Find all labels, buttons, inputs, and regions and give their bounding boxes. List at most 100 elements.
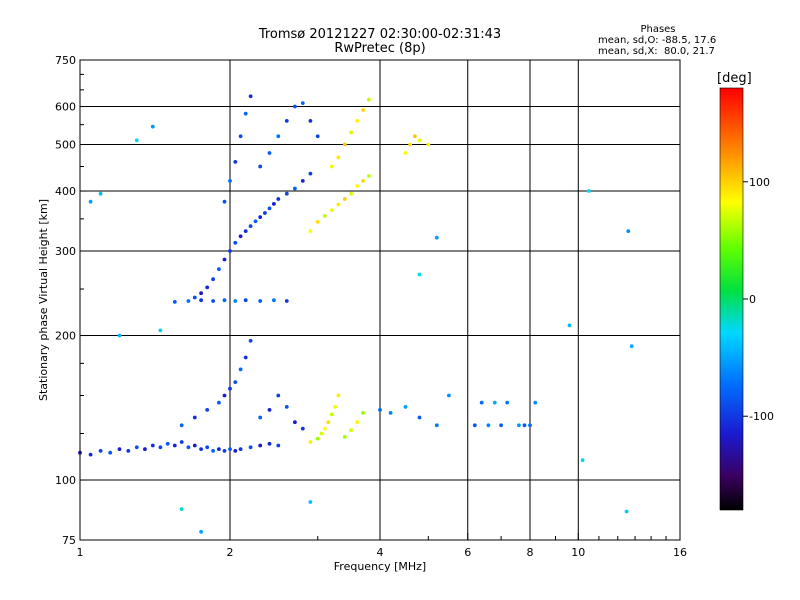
chart-subtitle: RwPretec (8p): [334, 41, 426, 56]
data-point: [158, 445, 163, 450]
data-point: [528, 423, 532, 428]
data-point: [342, 435, 347, 439]
y-tick-label: 100: [55, 474, 76, 487]
data-point: [434, 423, 439, 428]
data-point: [329, 208, 334, 213]
data-point: [472, 423, 477, 428]
data-point: [192, 295, 197, 300]
data-point: [233, 449, 238, 453]
data-point: [88, 452, 93, 457]
data-point: [417, 415, 422, 420]
data-point: [361, 179, 365, 183]
data-point: [522, 423, 527, 428]
data-point: [388, 411, 393, 415]
data-point: [199, 447, 204, 451]
data-point: [222, 199, 227, 204]
x-tick-label: 4: [377, 546, 384, 559]
data-point: [211, 299, 216, 303]
data-point: [349, 428, 353, 433]
colorbar: [deg] 100 0 -100: [717, 71, 774, 511]
data-point: [342, 197, 347, 201]
y-tick-label: 750: [55, 54, 76, 67]
data-point: [222, 257, 227, 262]
data-point: [326, 420, 331, 425]
data-point: [284, 191, 289, 196]
x-tick-label: 16: [673, 546, 687, 559]
data-point: [243, 229, 248, 234]
axes: 1 2 4 6 8 10 16 75 100 200 300 400 500 600 750: [55, 54, 687, 559]
data-point: [626, 229, 631, 234]
y-tick-label: 500: [55, 139, 76, 152]
data-point: [199, 529, 204, 534]
data-point: [276, 443, 281, 448]
data-point: [211, 449, 216, 453]
data-point: [248, 338, 253, 343]
data-point: [329, 164, 334, 169]
data-point: [199, 298, 204, 303]
y-axis-label: Stationary phase Virtual Height [km]: [37, 199, 50, 401]
data-point: [342, 142, 347, 147]
x-tick-label: 8: [527, 546, 534, 559]
data-point: [426, 142, 431, 147]
data-point: [267, 206, 272, 211]
data-point: [172, 443, 177, 448]
data-point: [205, 408, 210, 412]
data-point: [233, 160, 238, 164]
data-point: [179, 423, 184, 428]
data-point: [172, 300, 177, 304]
data-point: [228, 179, 232, 183]
data-point: [165, 441, 170, 446]
data-point: [308, 500, 313, 504]
y-tick-label: 75: [62, 534, 76, 547]
x-tick-label: 10: [571, 546, 585, 559]
y-tick-label: 400: [55, 185, 76, 198]
data-point: [624, 509, 629, 514]
data-point: [258, 443, 263, 448]
data-point: [238, 367, 243, 372]
data-point: [349, 130, 353, 135]
data-point: [361, 411, 365, 415]
x-tick-label: 2: [227, 546, 234, 559]
data-point: [222, 449, 227, 453]
data-point: [134, 445, 139, 450]
data-point: [108, 450, 113, 455]
data-point: [134, 138, 139, 143]
data-point: [233, 299, 238, 303]
data-point: [248, 94, 253, 99]
data-point: [403, 405, 408, 409]
data-point: [267, 441, 272, 446]
data-point: [253, 219, 258, 224]
data-point: [434, 235, 439, 240]
data-point: [217, 267, 221, 271]
data-point: [336, 393, 341, 398]
data-point: [355, 119, 360, 123]
data-point: [300, 179, 305, 183]
data-point: [367, 174, 371, 178]
data-point: [413, 134, 417, 139]
data-point: [315, 134, 320, 139]
data-point: [192, 443, 197, 448]
data-point: [580, 458, 585, 463]
data-point: [308, 119, 313, 123]
colorbar-tick-label: 100: [749, 176, 770, 189]
data-point: [186, 445, 191, 450]
data-point: [205, 285, 210, 290]
data-point: [179, 507, 184, 511]
data-point: [228, 386, 232, 391]
data-point: [98, 449, 103, 453]
data-point: [205, 445, 210, 450]
data-point: [447, 393, 451, 398]
data-point: [258, 215, 263, 220]
data-point: [276, 393, 281, 398]
data-point: [300, 426, 305, 431]
data-point: [228, 447, 232, 451]
colorbar-gradient: [719, 87, 744, 511]
data-point: [378, 408, 382, 412]
data-point: [258, 415, 263, 420]
data-point: [248, 445, 253, 450]
data-point: [308, 440, 313, 444]
data-point: [238, 134, 243, 139]
data-point: [186, 299, 191, 303]
data-point: [258, 164, 263, 169]
